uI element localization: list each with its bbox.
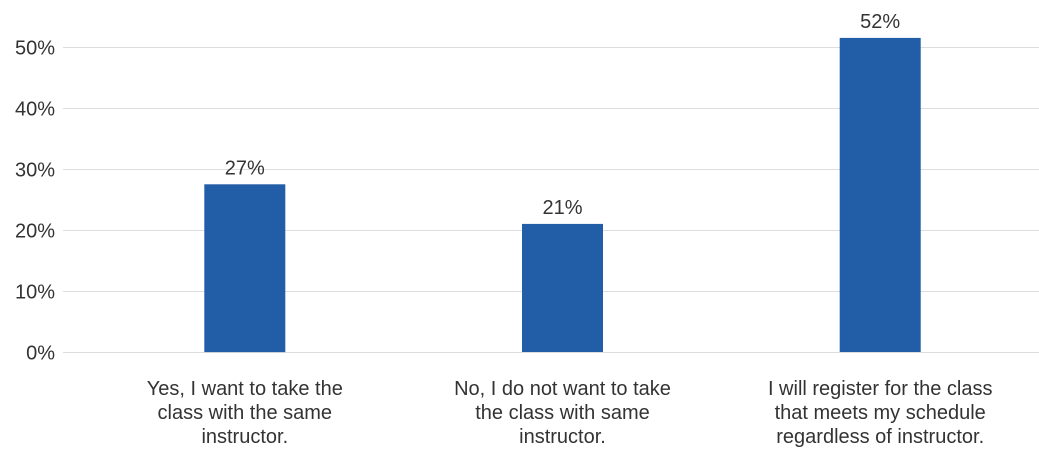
x-category-label-line: Yes, I want to take the [147,378,343,400]
y-tick-label: 50% [15,38,55,60]
y-axis-ticks: 0% 10% 20% 30% 40% 50% [15,38,55,365]
y-tick-label: 30% [15,160,55,182]
bar [839,37,921,353]
x-category-label-line: I will register for the class [768,378,993,400]
x-category-label-line: class with the same [158,402,333,424]
x-category-label-line: that meets my schedule [775,402,986,424]
bars [204,37,921,353]
x-category-label-line: regardless of instructor. [776,426,984,448]
x-category-label-line: the class with same [475,402,650,424]
y-tick-label: 10% [15,282,55,304]
data-label: 27% [225,157,265,179]
x-category-label-line: instructor. [201,426,288,448]
y-tick-label: 0% [26,343,55,365]
data-label: 52% [860,11,900,33]
x-axis-labels: Yes, I want to take the class with the sa… [147,378,993,448]
bar [522,223,603,352]
data-labels: 27% 21% 52% [225,11,901,219]
x-category-label: No, I do not want to take the class with … [454,378,671,448]
x-category-label-line: instructor. [519,426,606,448]
y-tick-label: 40% [15,99,55,121]
bar [204,184,286,353]
data-label: 21% [542,197,582,219]
x-category-label: Yes, I want to take the class with the sa… [147,378,343,448]
x-category-label-line: No, I do not want to take [454,378,671,400]
x-category-label: I will register for the class that meets … [768,378,993,448]
y-tick-label: 20% [15,221,55,243]
